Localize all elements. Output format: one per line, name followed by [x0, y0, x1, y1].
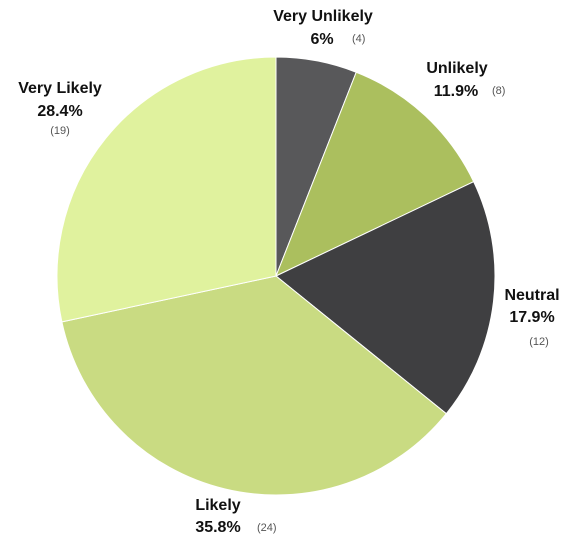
slice-percent-neutral: 17.9% — [509, 309, 554, 326]
slice-count-very-likely: (19) — [50, 125, 70, 137]
slice-name-very-likely: Very Likely — [18, 80, 102, 97]
slice-name-neutral: Neutral — [504, 287, 559, 304]
slice-percent-likely: 35.8% — [195, 519, 240, 536]
label-very-unlikely: Very Unlikely 6% (4) — [273, 8, 373, 48]
slice-percent-very-likely: 28.4% — [37, 103, 82, 120]
slice-name-likely: Likely — [195, 497, 240, 514]
label-neutral: Neutral 17.9% (12) — [504, 287, 559, 348]
pie-slice-neutral — [275, 180, 496, 415]
pie-slice-very-likely — [56, 56, 277, 323]
label-unlikely: Unlikely 11.9% (8) — [426, 60, 505, 100]
slice-percent-unlikely: 11.9% — [434, 83, 478, 100]
pie-slice-likely — [61, 275, 448, 496]
slice-count-very-unlikely: (4) — [352, 33, 365, 45]
pie-slices — [56, 56, 496, 496]
slice-name-very-unlikely: Very Unlikely — [273, 8, 373, 25]
label-very-likely: Very Likely 28.4% (19) — [18, 80, 102, 137]
slice-count-unlikely: (8) — [492, 85, 505, 97]
slice-name-unlikely: Unlikely — [426, 60, 487, 77]
slice-count-likely: (24) — [257, 522, 277, 534]
pie-slice-unlikely — [275, 71, 475, 277]
slice-count-neutral: (12) — [529, 336, 549, 348]
label-likely: Likely 35.8% (24) — [195, 497, 276, 536]
slice-percent-very-unlikely: 6% — [310, 31, 333, 48]
